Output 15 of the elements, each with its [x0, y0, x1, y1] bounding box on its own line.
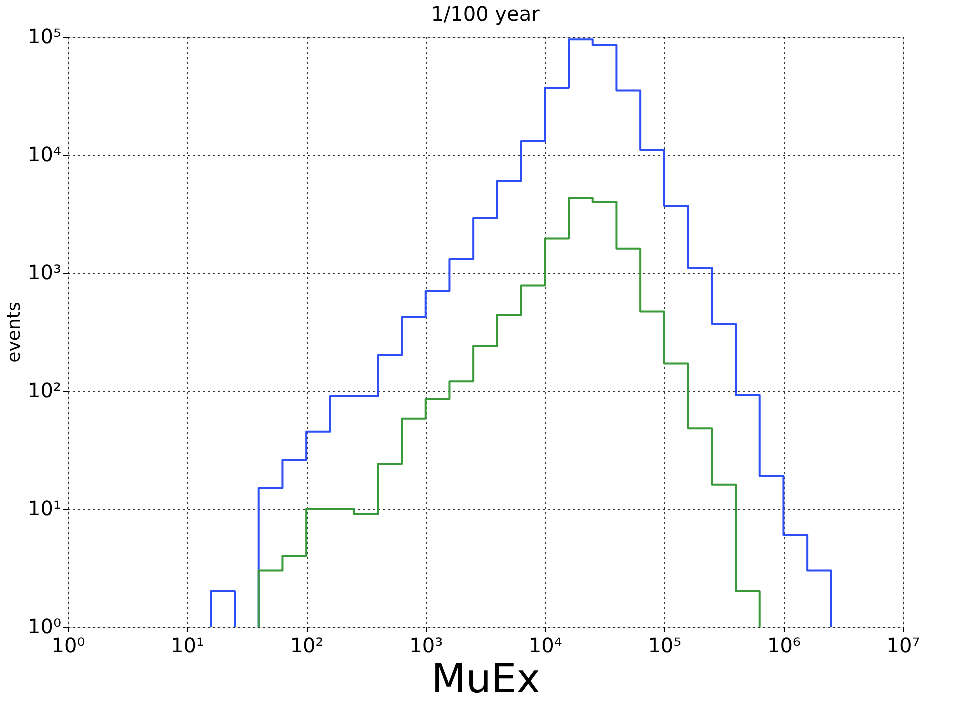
x-tick-label: 10⁵: [648, 634, 682, 658]
x-tick-label: 10⁷: [886, 634, 920, 658]
y-tick-label: 10³: [28, 260, 62, 284]
y-axis-title: events: [4, 302, 26, 363]
y-tick-label: 10²: [28, 378, 62, 402]
y-tick-label: 10¹: [28, 496, 62, 520]
x-tick-label: 10⁴: [528, 634, 562, 658]
x-tick-label: 10³: [410, 634, 444, 658]
x-axis-title: MuEx: [432, 656, 540, 702]
chart-title: 1/100 year: [431, 2, 541, 26]
x-tick-label: 10¹: [171, 634, 205, 658]
y-tick-label: 10⁵: [28, 24, 62, 48]
y-tick-label: 10⁴: [28, 142, 62, 166]
x-tick-label: 10²: [290, 634, 324, 658]
x-tick-label: 10⁶: [767, 634, 801, 658]
